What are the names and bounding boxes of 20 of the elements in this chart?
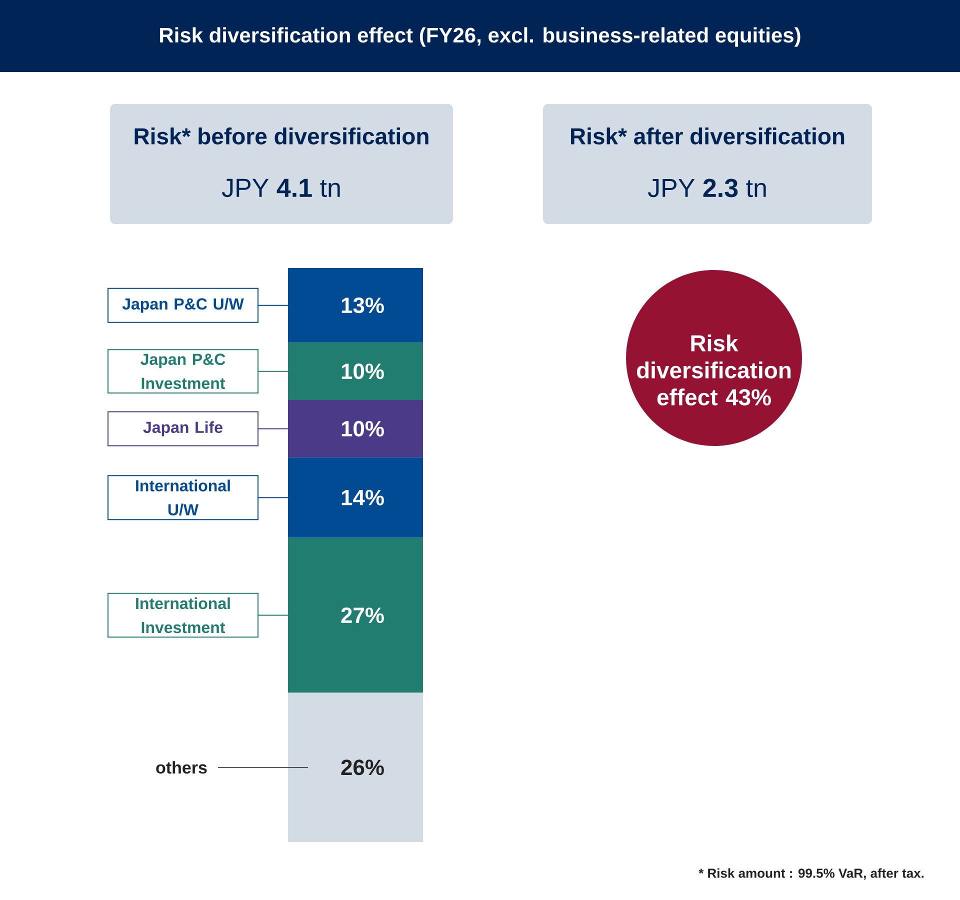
text: Risk* after diversification [570,128,844,144]
data-label: 10% [342,364,384,380]
text: others [156,761,207,774]
legend-label: Japan P&C Investment [140,354,226,389]
data-label: 13% [342,298,384,314]
legend-label: International U/W [136,480,230,516]
legend-label: Japan P&C U/W [122,298,244,313]
text: JPY 4.1 tn [222,178,340,198]
text: JPY 2.3 tn [648,178,766,198]
data-label: 27% [341,608,384,624]
text: * Risk amount : 99.5% VaR, after tax. [698,868,924,880]
chart-title: Risk diversification effect (FY26, excl. business-related equities) [160,27,800,47]
data-label: 26% [341,760,384,776]
bar [288,692,424,842]
data-label: 14% [342,490,384,506]
data-label: 10% [342,420,384,437]
legend-label: International Investment [136,597,230,634]
text: Risk diversification effect 43% [636,334,791,406]
text: Risk* before diversification [134,128,428,144]
legend-label: Japan Life [143,421,222,436]
